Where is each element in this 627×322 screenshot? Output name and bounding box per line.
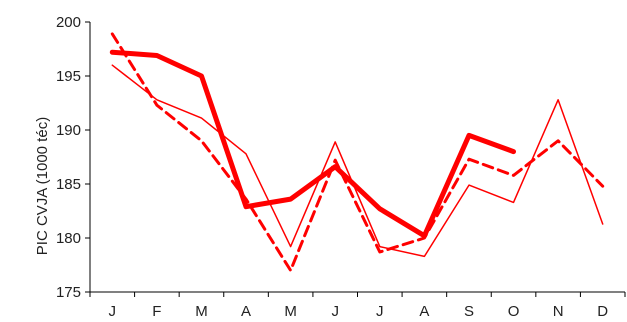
x-tick-label: J — [331, 303, 339, 320]
x-tick-label: S — [464, 303, 474, 320]
x-tick-label: M — [284, 303, 297, 320]
x-tick-label: N — [553, 303, 564, 320]
x-tick-label: A — [419, 303, 429, 320]
series-layer — [109, 32, 605, 272]
x-tick-label: M — [195, 303, 208, 320]
x-tick-label: J — [109, 303, 117, 320]
y-axis-title: PIC CVJA (1000 téc) — [34, 117, 51, 255]
y-axis: 175 180 185 190 195 200 — [56, 14, 91, 301]
x-tick-label: O — [508, 303, 520, 320]
series-line-thick-solid — [109, 49, 516, 239]
x-tick-label: J — [376, 303, 384, 320]
y-tick-label: 180 — [56, 230, 81, 247]
y-tick-label: 190 — [56, 122, 81, 139]
series-line-dashed — [110, 32, 605, 272]
y-tick-label: 175 — [56, 284, 81, 301]
y-tick-label: 195 — [56, 68, 81, 85]
y-tick-label: 200 — [56, 14, 81, 31]
x-tick-label: F — [152, 303, 161, 320]
y-tick-label: 185 — [56, 176, 81, 193]
series-line-thin-solid — [111, 64, 604, 258]
x-tick-label: A — [241, 303, 251, 320]
x-tick-label: D — [597, 303, 608, 320]
